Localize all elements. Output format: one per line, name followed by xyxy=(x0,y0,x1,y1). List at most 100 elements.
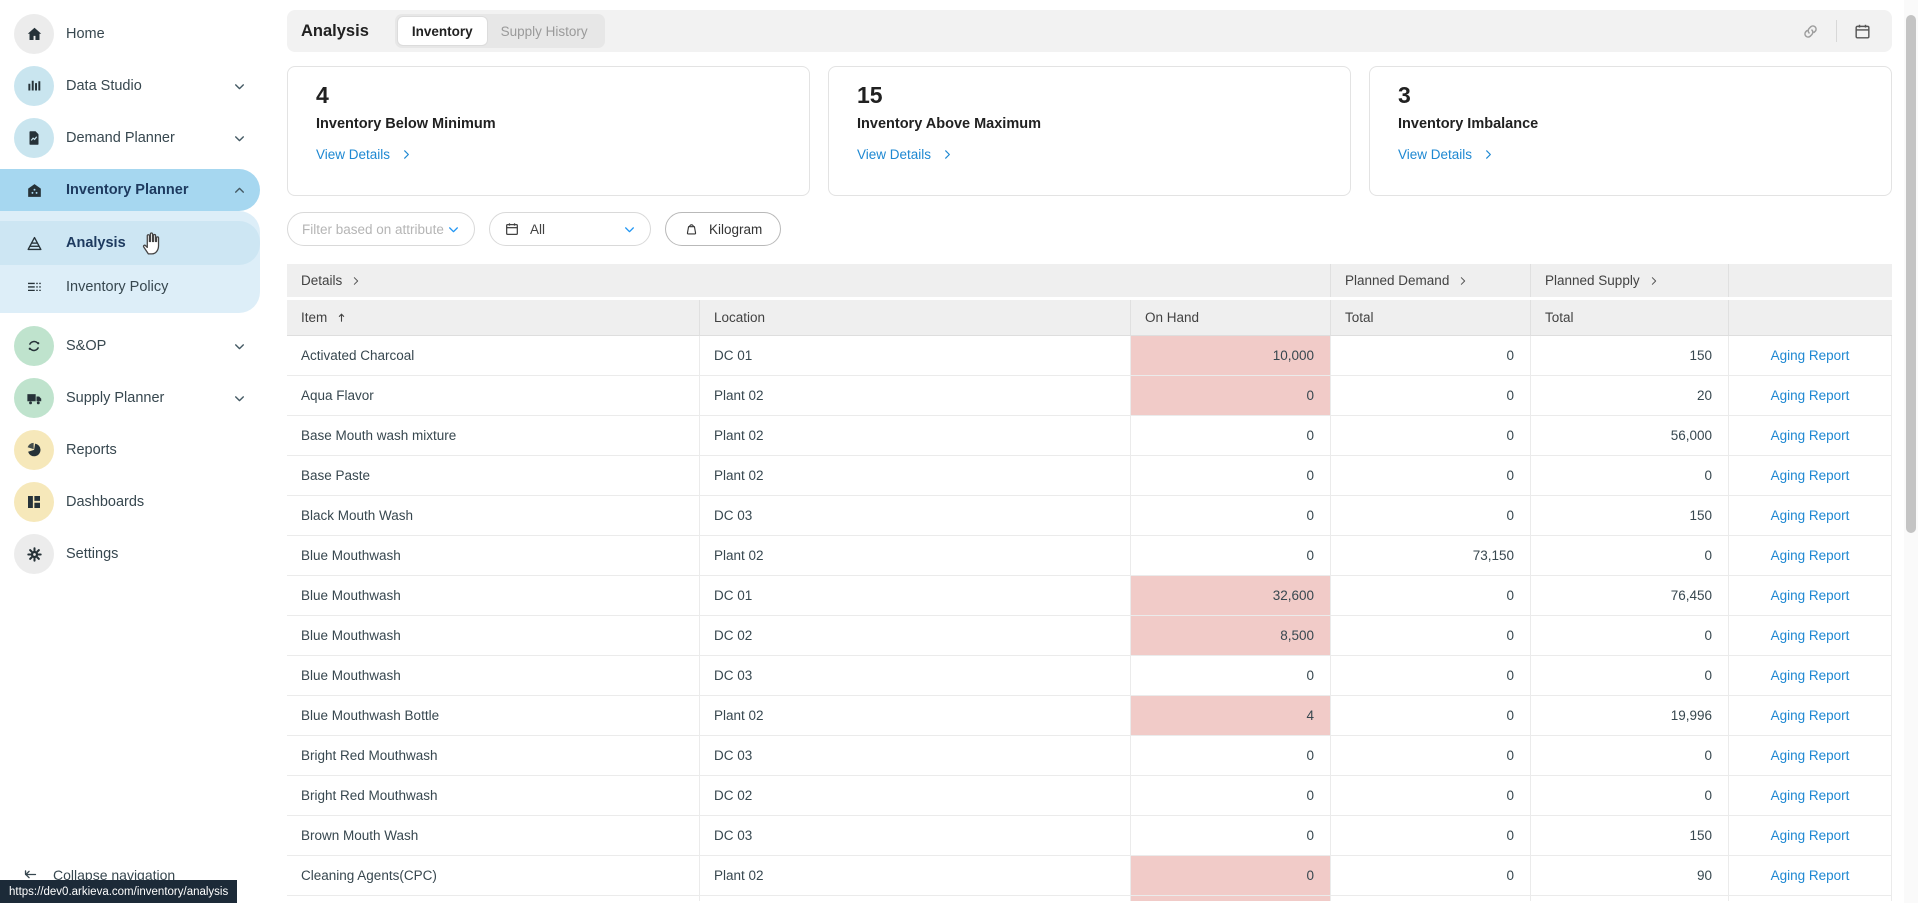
aging-report-link[interactable]: Aging Report xyxy=(1770,348,1850,363)
chevron-right-icon xyxy=(1461,276,1466,285)
aging-report-cell: Aging Report xyxy=(1729,336,1892,375)
pie-chart-icon xyxy=(14,430,54,470)
aging-report-link[interactable]: Aging Report xyxy=(1770,668,1850,683)
on-hand-cell: 0 xyxy=(1131,736,1331,775)
aging-report-link[interactable]: Aging Report xyxy=(1770,428,1850,443)
sidebar-item-label: Settings xyxy=(66,546,119,562)
demand-total-cell: 0 xyxy=(1331,336,1531,375)
demand-total-cell: 0 xyxy=(1331,856,1531,895)
chevron-right-icon xyxy=(945,150,950,159)
sidebar-item-label: Dashboards xyxy=(66,494,145,510)
item-cell: Base Mouth wash mixture xyxy=(287,416,700,455)
sort-ascending-icon[interactable] xyxy=(335,311,348,324)
column-header-demand-total[interactable]: Total xyxy=(1331,300,1531,335)
aging-report-link[interactable]: Aging Report xyxy=(1770,548,1850,563)
aging-report-link[interactable]: Aging Report xyxy=(1770,628,1850,643)
demand-total-cell: 0 xyxy=(1331,696,1531,735)
calendar-icon[interactable] xyxy=(1853,22,1872,41)
kpi-label: Inventory Above Maximum xyxy=(857,116,1041,132)
kpi-value: 15 xyxy=(857,82,883,108)
sidebar-item-settings[interactable]: Settings xyxy=(0,533,260,575)
group-header-planned-supply[interactable]: Planned Supply xyxy=(1531,264,1729,297)
collapse-arrow-icon xyxy=(22,866,39,883)
kpi-cards-row: 4 Inventory Below Minimum View Details 1… xyxy=(287,66,1892,196)
on-hand-cell: 0 xyxy=(1131,496,1331,535)
item-cell: Blue Mouthwash xyxy=(287,616,700,655)
aging-report-link[interactable]: Aging Report xyxy=(1770,388,1850,403)
aging-report-link[interactable]: Aging Report xyxy=(1770,788,1850,803)
chevron-up-icon xyxy=(233,184,246,197)
supply-total-cell: 150 xyxy=(1531,496,1729,535)
table-row: Base Paste Plant 02 0 0 0 Aging Report xyxy=(287,456,1892,496)
sidebar-item-inventory-policy[interactable]: Inventory Policy xyxy=(0,265,260,309)
sidebar: Home Data Studio Demand Planner In xyxy=(0,0,270,903)
supply-total-cell: 0 xyxy=(1531,736,1729,775)
aging-report-cell: Aging Report xyxy=(1729,696,1892,735)
attribute-filter-dropdown[interactable]: Filter based on attribute xyxy=(287,212,475,246)
link-icon[interactable] xyxy=(1801,22,1820,41)
aging-report-link[interactable]: Aging Report xyxy=(1770,828,1850,843)
view-details-link[interactable]: View Details xyxy=(857,147,953,162)
column-header-location[interactable]: Location xyxy=(700,300,1131,335)
on-hand-cell: 0 xyxy=(1131,656,1331,695)
table-row: Blue Mouthwash Bottle Plant 02 4 0 19,99… xyxy=(287,696,1892,736)
sidebar-item-demand-planner[interactable]: Demand Planner xyxy=(0,117,260,159)
aging-report-link[interactable]: Aging Report xyxy=(1770,868,1850,883)
view-details-link[interactable]: View Details xyxy=(316,147,412,162)
sidebar-item-sop[interactable]: S&OP xyxy=(0,325,260,367)
tab-supply-history[interactable]: Supply History xyxy=(500,23,588,39)
table-row: Blue Mouthwash DC 03 0 0 0 Aging Report xyxy=(287,656,1892,696)
column-header-on-hand[interactable]: On Hand xyxy=(1131,300,1331,335)
item-cell: Aqua Flavor xyxy=(287,376,700,415)
collapse-navigation-button[interactable]: Collapse navigation xyxy=(14,866,175,883)
kpi-value: 3 xyxy=(1398,82,1411,108)
main-content: Analysis Inventory Supply History 4 Inve… xyxy=(270,0,1918,903)
aging-report-link[interactable]: Aging Report xyxy=(1770,508,1850,523)
table-row: Blue Mouthwash DC 02 8,500 0 0 Aging Rep… xyxy=(287,616,1892,656)
policy-list-icon xyxy=(14,267,54,307)
column-header-item[interactable]: Item xyxy=(287,300,700,335)
sidebar-item-reports[interactable]: Reports xyxy=(0,429,260,471)
sidebar-item-data-studio[interactable]: Data Studio xyxy=(0,65,260,107)
aging-report-link[interactable]: Aging Report xyxy=(1770,748,1850,763)
table-row: Black Mouth Wash DC 03 0 0 150 Aging Rep… xyxy=(287,496,1892,536)
view-details-link[interactable]: View Details xyxy=(1398,147,1494,162)
group-header-planned-demand[interactable]: Planned Demand xyxy=(1331,264,1531,297)
aging-report-link[interactable]: Aging Report xyxy=(1770,708,1850,723)
demand-total-cell: 0 xyxy=(1331,816,1531,855)
table-body: Activated Charcoal DC 01 10,000 0 150 Ag… xyxy=(287,336,1892,901)
document-chart-icon xyxy=(14,118,54,158)
item-cell: Blue Mouthwash Bottle xyxy=(287,696,700,735)
table-row: Bright Red Mouthwash DC 02 0 0 0 Aging R… xyxy=(287,776,1892,816)
aging-report-link[interactable]: Aging Report xyxy=(1770,588,1850,603)
sidebar-item-home[interactable]: Home xyxy=(0,13,260,55)
column-header-spacer xyxy=(1729,300,1892,335)
table-row: Base Mouth wash mixture Plant 02 0 0 56,… xyxy=(287,416,1892,456)
sidebar-item-supply-planner[interactable]: Supply Planner xyxy=(0,377,260,419)
tab-inventory[interactable]: Inventory xyxy=(397,17,487,45)
group-header-details[interactable]: Details xyxy=(287,264,1331,297)
item-cell: Blue Mouthwash xyxy=(287,536,700,575)
group-header-spacer xyxy=(1729,264,1892,297)
sidebar-item-inventory-planner[interactable]: Inventory Planner xyxy=(0,169,260,211)
item-cell: Blue Mouthwash xyxy=(287,656,700,695)
chevron-down-icon xyxy=(449,226,458,232)
page-title: Analysis xyxy=(301,21,369,40)
on-hand-cell: 0 xyxy=(1131,416,1331,455)
chevron-right-icon xyxy=(1651,276,1656,285)
column-header-supply-total[interactable]: Total xyxy=(1531,300,1729,335)
sidebar-item-analysis[interactable]: Analysis xyxy=(0,221,260,265)
period-filter-dropdown[interactable]: All xyxy=(489,212,651,246)
demand-total-cell: 0 xyxy=(1331,616,1531,655)
scrollbar-thumb[interactable] xyxy=(1906,15,1916,533)
supply-total-cell: 0 xyxy=(1531,776,1729,815)
chevron-down-icon xyxy=(233,80,246,93)
kpi-card-above-maximum: 15 Inventory Above Maximum View Details xyxy=(828,66,1351,196)
sidebar-item-dashboards[interactable]: Dashboards xyxy=(0,481,260,523)
page-scrollbar[interactable] xyxy=(1904,0,1918,903)
attribute-filter-placeholder: Filter based on attribute xyxy=(302,221,444,237)
sidebar-item-label: Home xyxy=(66,26,105,42)
unit-selector-button[interactable]: Kilogram xyxy=(665,212,782,246)
on-hand-cell: 8,500 xyxy=(1131,616,1331,655)
aging-report-link[interactable]: Aging Report xyxy=(1770,468,1850,483)
